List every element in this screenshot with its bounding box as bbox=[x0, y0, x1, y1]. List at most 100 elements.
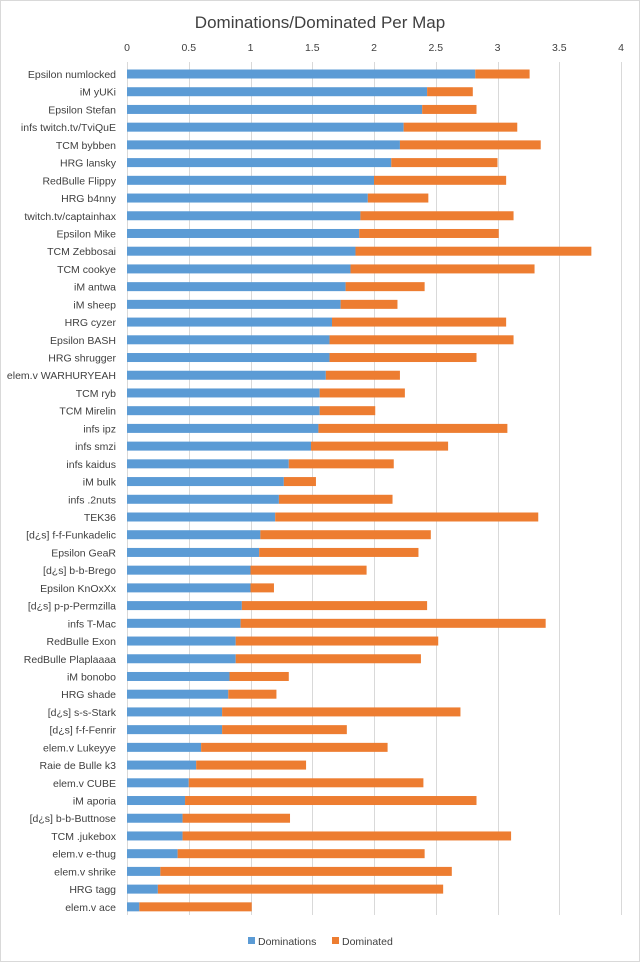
category-label: TEK36 bbox=[84, 512, 116, 524]
x-tick-label: 1.5 bbox=[305, 42, 320, 54]
category-label: HRG shade bbox=[61, 689, 116, 701]
bar-dominated bbox=[222, 725, 347, 735]
bar-dominations bbox=[127, 370, 326, 380]
bar-dominations bbox=[127, 778, 189, 788]
x-tick-label: 4 bbox=[618, 42, 624, 54]
bar-dominated bbox=[374, 175, 507, 185]
category-label: iM aporia bbox=[73, 796, 116, 808]
bar-dominations bbox=[127, 618, 241, 628]
bar-dominations bbox=[127, 423, 319, 433]
category-label: iM bonobo bbox=[67, 671, 116, 683]
bar-dominated bbox=[311, 441, 449, 451]
bar-dominations bbox=[127, 530, 261, 540]
bar-dominated bbox=[235, 636, 439, 646]
bar-dominations bbox=[127, 246, 356, 256]
bar-dominations bbox=[127, 477, 284, 487]
bar-dominated bbox=[360, 211, 514, 221]
category-label: TCM bybben bbox=[56, 140, 116, 152]
bar-dominated bbox=[240, 618, 546, 628]
category-label: infs .2nuts bbox=[68, 494, 116, 506]
bar-dominated bbox=[329, 353, 477, 363]
category-label: iM bulk bbox=[83, 477, 117, 489]
bar-dominations bbox=[127, 760, 197, 770]
bar-dominated bbox=[188, 778, 424, 788]
bar-dominations bbox=[127, 406, 320, 416]
category-label: elem.v ace bbox=[65, 902, 116, 914]
bar-dominated bbox=[182, 813, 291, 823]
bar-dominated bbox=[275, 512, 539, 522]
bar-dominated bbox=[235, 654, 421, 664]
category-label: TCM ryb bbox=[76, 388, 116, 400]
category-label: HRG cyzer bbox=[65, 317, 117, 329]
bar-dominations bbox=[127, 158, 392, 168]
bar-dominated bbox=[345, 282, 425, 292]
legend-label-dominated: Dominated bbox=[342, 936, 393, 948]
bar-dominations bbox=[127, 866, 161, 876]
bar-dominated bbox=[332, 317, 507, 327]
x-axis-ticks: 0 0.5 1 1.5 2 2.5 3 3.5 4 bbox=[124, 42, 624, 54]
bar-dominations bbox=[127, 583, 251, 593]
category-label: [d¿s] b-b-Brego bbox=[43, 565, 116, 577]
bar-dominations bbox=[127, 228, 360, 238]
category-label: HRG shrugger bbox=[48, 353, 116, 365]
category-label: infs T-Mac bbox=[68, 618, 116, 630]
bar-dominations bbox=[127, 654, 236, 664]
category-label: HRG lansky bbox=[60, 158, 117, 170]
category-label: [d¿s] f-f-Fenrir bbox=[49, 725, 116, 737]
x-tick-label: 3.5 bbox=[552, 42, 567, 54]
bar-dominations bbox=[127, 69, 476, 79]
bar-dominations bbox=[127, 547, 260, 557]
bar-dominations bbox=[127, 317, 333, 327]
bar-dominations bbox=[127, 175, 374, 185]
category-label: Raie de Bulle k3 bbox=[40, 760, 117, 772]
bar-dominations bbox=[127, 104, 423, 114]
bar-dominations bbox=[127, 831, 183, 841]
category-label: twitch.tv/captainhax bbox=[24, 211, 116, 223]
category-label: Epsilon GeaR bbox=[51, 547, 116, 559]
bar-dominations bbox=[127, 512, 276, 522]
category-label: [d¿s] s-s-Stark bbox=[48, 707, 117, 719]
bar-dominated bbox=[403, 122, 518, 132]
category-label: HRG b4nny bbox=[61, 193, 117, 205]
bar-dominated bbox=[250, 565, 367, 575]
category-label: [d¿s] b-b-Buttnose bbox=[30, 813, 117, 825]
bar-dominated bbox=[355, 246, 592, 256]
bar-dominations bbox=[127, 441, 312, 451]
bar-dominated bbox=[359, 228, 499, 238]
bar-dominated bbox=[399, 140, 541, 150]
category-label: elem.v CUBE bbox=[53, 778, 116, 790]
bar-dominations bbox=[127, 459, 289, 469]
bar-dominated bbox=[427, 87, 473, 97]
bar-dominated bbox=[283, 477, 316, 487]
bar-dominated bbox=[182, 831, 512, 841]
bar-dominated bbox=[288, 459, 394, 469]
bar-dominations bbox=[127, 211, 361, 221]
bar-dominated bbox=[329, 335, 514, 345]
category-label: HRG tagg bbox=[69, 884, 116, 896]
bar-dominations bbox=[127, 636, 236, 646]
bar-dominated bbox=[422, 104, 477, 114]
x-tick-label: 3 bbox=[495, 42, 501, 54]
bar-dominations bbox=[127, 87, 428, 97]
bar-dominated bbox=[250, 583, 274, 593]
category-label: infs kaidus bbox=[66, 459, 116, 471]
bar-dominations bbox=[127, 902, 140, 912]
bar-dominated bbox=[319, 406, 376, 416]
bar-dominated bbox=[228, 689, 277, 699]
bar-dominated bbox=[160, 866, 452, 876]
category-label: Epsilon numlocked bbox=[28, 69, 116, 81]
gridlines bbox=[127, 62, 622, 915]
bar-dominations bbox=[127, 565, 251, 575]
bar-dominated bbox=[222, 707, 461, 717]
bar-dominations bbox=[127, 689, 229, 699]
bar-dominations bbox=[127, 601, 242, 611]
bar-dominated bbox=[139, 902, 252, 912]
bar-dominations bbox=[127, 494, 279, 504]
bar-dominations bbox=[127, 796, 186, 806]
bar-dominated bbox=[196, 760, 307, 770]
category-label: infs twitch.tv/TviQuE bbox=[21, 122, 116, 134]
bar-dominated bbox=[278, 494, 393, 504]
bar-dominations bbox=[127, 282, 346, 292]
category-label: elem.v shrike bbox=[54, 866, 116, 878]
